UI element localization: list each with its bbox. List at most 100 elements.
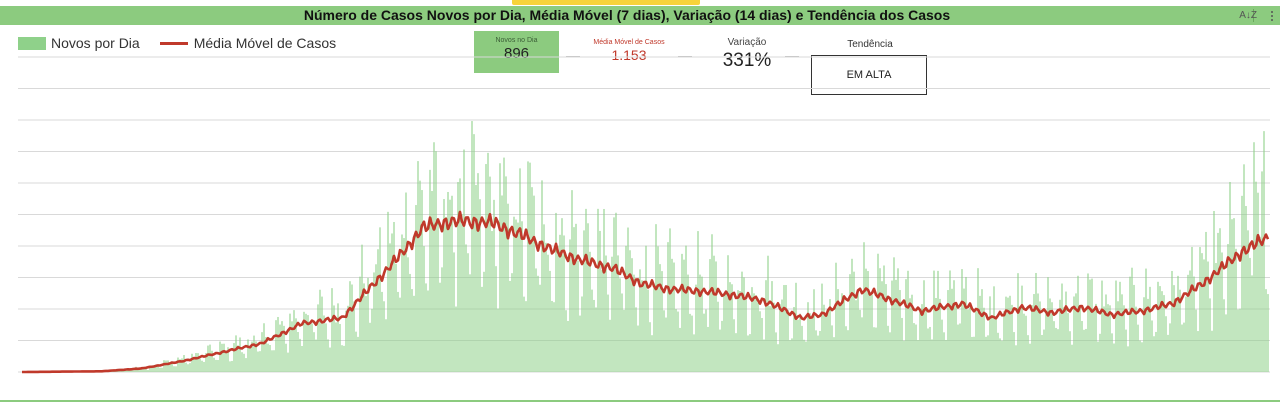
bar-daily-cases xyxy=(585,208,587,372)
bar-daily-cases xyxy=(957,324,959,372)
bar-daily-cases xyxy=(399,297,401,372)
bar-daily-cases xyxy=(791,338,793,372)
bar-daily-cases xyxy=(347,305,349,372)
bar-daily-cases xyxy=(735,333,737,372)
bar-daily-cases xyxy=(1219,228,1221,372)
bar-daily-cases xyxy=(857,293,859,372)
bar-daily-cases xyxy=(617,255,619,372)
bar-daily-cases xyxy=(913,323,915,372)
bar-daily-cases xyxy=(445,216,447,372)
bar-daily-cases xyxy=(493,199,495,372)
bar-daily-cases xyxy=(509,280,511,372)
bar-daily-cases xyxy=(879,268,881,372)
bar-daily-cases xyxy=(371,308,373,372)
bar-daily-cases xyxy=(151,365,153,372)
bar-daily-cases xyxy=(153,365,155,372)
bar-daily-cases xyxy=(319,289,321,372)
bar-daily-cases xyxy=(601,269,603,372)
bar-daily-cases xyxy=(343,345,345,372)
bar-daily-cases xyxy=(983,307,985,372)
bar-daily-cases xyxy=(729,282,731,372)
bar-daily-cases xyxy=(1109,305,1111,372)
bar-daily-cases xyxy=(381,291,383,372)
bar-daily-cases xyxy=(261,332,263,372)
bar-daily-cases xyxy=(685,245,687,372)
toolbar-divider xyxy=(1253,9,1254,22)
bar-daily-cases xyxy=(1147,298,1149,372)
bar-daily-cases xyxy=(989,296,991,372)
bar-daily-cases xyxy=(909,298,911,372)
bar-daily-cases xyxy=(427,290,429,372)
bar-daily-cases xyxy=(1051,302,1053,372)
bar-daily-cases xyxy=(545,242,547,372)
bar-daily-cases xyxy=(761,317,763,372)
bar-daily-cases xyxy=(647,289,649,372)
bar-daily-cases xyxy=(559,234,561,372)
kpi-media-movel: Média Móvel de Casos 1.153 xyxy=(586,39,672,63)
bar-daily-cases xyxy=(797,319,799,372)
bar-daily-cases xyxy=(1177,275,1179,372)
bar-daily-cases xyxy=(895,279,897,372)
bar-daily-cases xyxy=(127,369,129,372)
bar-daily-cases xyxy=(717,301,719,372)
legend-item-bars[interactable]: Novos por Dia xyxy=(18,35,140,51)
bar-daily-cases xyxy=(589,251,591,372)
bar-daily-cases xyxy=(1095,303,1097,372)
bar-daily-cases xyxy=(817,335,819,372)
bar-daily-cases xyxy=(441,267,443,372)
bar-daily-cases xyxy=(977,268,979,372)
bar-daily-cases xyxy=(501,195,503,372)
bar-daily-cases xyxy=(1091,278,1093,372)
bar-daily-cases xyxy=(563,235,565,372)
bar-daily-cases xyxy=(315,339,317,372)
bar-daily-cases xyxy=(995,317,997,372)
bar-daily-cases xyxy=(627,227,629,372)
bar-daily-cases xyxy=(1159,286,1161,372)
kpi-novos-value: 896 xyxy=(503,45,530,62)
bar-daily-cases xyxy=(299,338,301,372)
bar-daily-cases xyxy=(145,369,147,372)
more-vert-icon[interactable] xyxy=(1271,10,1274,21)
bar-daily-cases xyxy=(1137,324,1139,372)
bar-daily-cases xyxy=(1167,334,1169,372)
kpi-variacao-value: 331% xyxy=(722,50,772,71)
bar-daily-cases xyxy=(457,182,459,372)
bar-daily-cases xyxy=(771,281,773,372)
bar-daily-cases xyxy=(1041,334,1043,372)
legend-item-line[interactable]: Média Móvel de Casos xyxy=(159,35,336,51)
kpi-tendencia-value: EM ALTA xyxy=(846,69,892,81)
bar-daily-cases xyxy=(981,289,983,372)
bar-daily-cases xyxy=(329,347,331,372)
bar-daily-cases xyxy=(1053,321,1055,372)
bar-daily-cases xyxy=(1179,289,1181,372)
bar-daily-cases xyxy=(985,336,987,372)
bar-daily-cases xyxy=(247,339,249,372)
bar-daily-cases xyxy=(273,350,275,372)
bar-daily-cases xyxy=(947,290,949,372)
bar-daily-cases xyxy=(1107,304,1109,372)
bar-daily-cases xyxy=(179,359,181,372)
bar-daily-cases xyxy=(853,271,855,372)
bar-daily-cases xyxy=(553,302,555,372)
bar-daily-cases xyxy=(1129,276,1131,372)
bar-daily-cases xyxy=(471,121,473,372)
bar-daily-cases xyxy=(139,368,141,372)
bar-daily-cases xyxy=(1085,328,1087,372)
bar-daily-cases xyxy=(155,365,157,372)
bar-daily-cases xyxy=(257,351,259,372)
bar-daily-cases xyxy=(1255,181,1257,372)
bar-daily-cases xyxy=(225,352,227,372)
bar-daily-cases xyxy=(467,253,469,372)
bar-daily-cases xyxy=(1027,335,1029,372)
sort-az-icon[interactable]: A↓Z xyxy=(1239,10,1257,21)
bar-daily-cases xyxy=(1037,293,1039,372)
bar-daily-cases xyxy=(413,295,415,372)
bar-daily-cases xyxy=(443,199,445,372)
bar-daily-cases xyxy=(253,335,255,372)
bar-daily-cases xyxy=(251,341,253,372)
bar-daily-cases xyxy=(181,358,183,372)
bar-daily-cases xyxy=(711,234,713,372)
bar-daily-cases xyxy=(491,231,493,372)
bar-daily-cases xyxy=(801,325,803,372)
